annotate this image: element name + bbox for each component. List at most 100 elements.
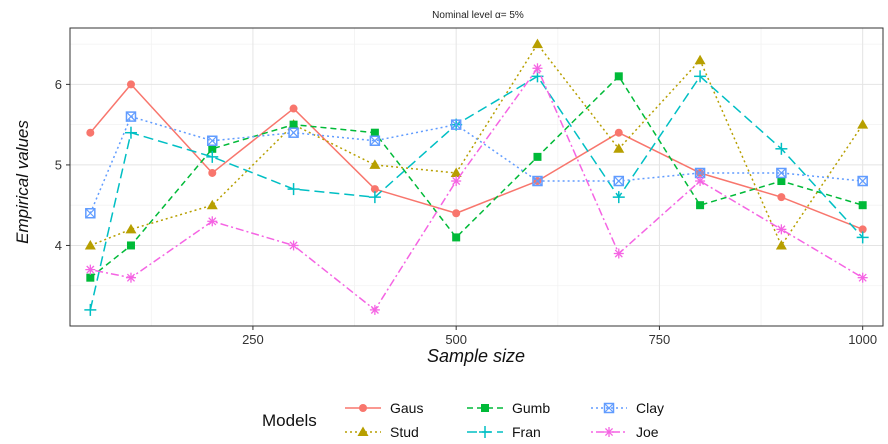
data-point-gaus xyxy=(614,128,623,137)
plot-grid xyxy=(70,28,883,326)
data-point-clay xyxy=(369,135,381,147)
data-point-fran xyxy=(287,183,300,196)
data-point-joe xyxy=(776,224,787,235)
data-point-gumb xyxy=(208,144,217,153)
x-tick-label: 250 xyxy=(242,332,264,347)
data-point-gaus xyxy=(86,128,95,137)
y-tick-label: 5 xyxy=(55,157,62,172)
plot-series xyxy=(84,38,869,316)
data-point-gaus xyxy=(777,193,786,202)
data-point-stud xyxy=(369,159,381,169)
legend-item-gumb: Gumb xyxy=(467,400,550,416)
legend-key-marker xyxy=(479,426,491,438)
data-point-stud xyxy=(857,119,869,129)
legend-key-marker xyxy=(357,426,369,436)
data-point-stud xyxy=(450,167,462,177)
data-point-joe xyxy=(125,272,136,283)
data-point-gumb xyxy=(126,241,135,250)
data-point-fran xyxy=(368,191,381,204)
data-point-clay xyxy=(288,127,299,138)
data-point-gaus xyxy=(452,209,461,218)
legend-key-marker xyxy=(481,404,489,412)
data-point-clay xyxy=(613,175,625,187)
x-axis-title: Sample size xyxy=(427,346,525,366)
data-point-joe xyxy=(451,176,462,187)
legend-item-fran: Fran xyxy=(467,424,541,440)
data-point-clay xyxy=(207,135,218,147)
y-tick-label: 4 xyxy=(55,238,62,253)
data-point-joe xyxy=(532,63,543,74)
data-point-gaus xyxy=(126,80,135,89)
y-tick-label: 6 xyxy=(55,77,62,92)
data-point-clay xyxy=(85,207,96,219)
legend-key-marker xyxy=(359,404,367,412)
x-axis: 250 500 750 1000 xyxy=(242,326,877,347)
data-point-fran xyxy=(206,150,219,163)
data-point-fran xyxy=(856,231,869,244)
data-point-joe xyxy=(207,216,218,227)
data-point-fran xyxy=(775,142,788,155)
legend-item-stud: Stud xyxy=(345,424,419,440)
data-point-fran xyxy=(124,126,137,139)
data-point-stud xyxy=(125,223,137,234)
data-point-fran xyxy=(84,303,97,316)
legend-label: Clay xyxy=(636,400,664,416)
data-point-fran xyxy=(612,191,625,204)
data-point-joe xyxy=(369,304,380,315)
data-point-stud xyxy=(531,38,543,49)
data-point-gumb xyxy=(452,233,461,242)
data-point-gumb xyxy=(614,72,623,81)
data-point-clay xyxy=(776,167,787,179)
data-point-stud xyxy=(84,239,96,250)
legend-title: Models xyxy=(262,411,317,430)
data-point-joe xyxy=(613,248,624,259)
data-point-clay xyxy=(857,175,868,187)
data-point-gaus xyxy=(858,225,867,234)
data-point-gaus xyxy=(208,168,217,177)
legend-label: Fran xyxy=(512,424,541,440)
legend-item-joe: Joe xyxy=(591,424,659,440)
data-point-gumb xyxy=(86,273,95,282)
legend-label: Gaus xyxy=(390,400,423,416)
data-point-clay xyxy=(532,175,543,187)
legend-label: Gumb xyxy=(512,400,550,416)
data-point-joe xyxy=(695,176,706,187)
data-point-stud xyxy=(694,54,706,65)
x-tick-label: 750 xyxy=(649,332,671,347)
series-clay xyxy=(85,111,868,219)
series-joe xyxy=(85,63,868,315)
y-axis: 4 5 6 xyxy=(55,77,70,253)
legend: Models Gaus Gumb Clay Stud Fran Joe xyxy=(262,400,664,440)
data-point-joe xyxy=(288,240,299,251)
data-point-gumb xyxy=(289,120,298,129)
data-point-clay xyxy=(125,111,137,122)
legend-item-gaus: Gaus xyxy=(345,400,423,416)
data-point-stud xyxy=(775,239,787,250)
data-point-gumb xyxy=(858,201,867,210)
data-point-gumb xyxy=(370,128,379,137)
data-point-stud xyxy=(206,199,218,210)
legend-key-marker xyxy=(603,402,615,414)
data-point-gaus xyxy=(289,104,298,113)
data-point-joe xyxy=(857,272,868,283)
x-tick-label: 1000 xyxy=(848,332,877,347)
data-point-clay xyxy=(450,119,462,130)
legend-item-clay: Clay xyxy=(591,400,664,416)
legend-label: Stud xyxy=(390,424,419,440)
data-point-gumb xyxy=(696,201,705,210)
plot-background xyxy=(70,28,883,326)
data-point-gumb xyxy=(777,177,786,186)
x-tick-label: 500 xyxy=(445,332,467,347)
plot-border xyxy=(69,27,884,327)
data-point-joe xyxy=(85,264,96,275)
data-point-stud xyxy=(613,143,625,153)
legend-label: Joe xyxy=(636,424,659,440)
data-point-fran xyxy=(694,70,707,83)
chart-title: Nominal level α= 5% xyxy=(432,10,524,21)
data-point-gumb xyxy=(533,152,542,161)
y-axis-title: Empirical values xyxy=(13,120,32,244)
series-gumb xyxy=(86,72,867,282)
data-point-gaus xyxy=(370,185,379,194)
legend-key-marker xyxy=(604,427,614,437)
